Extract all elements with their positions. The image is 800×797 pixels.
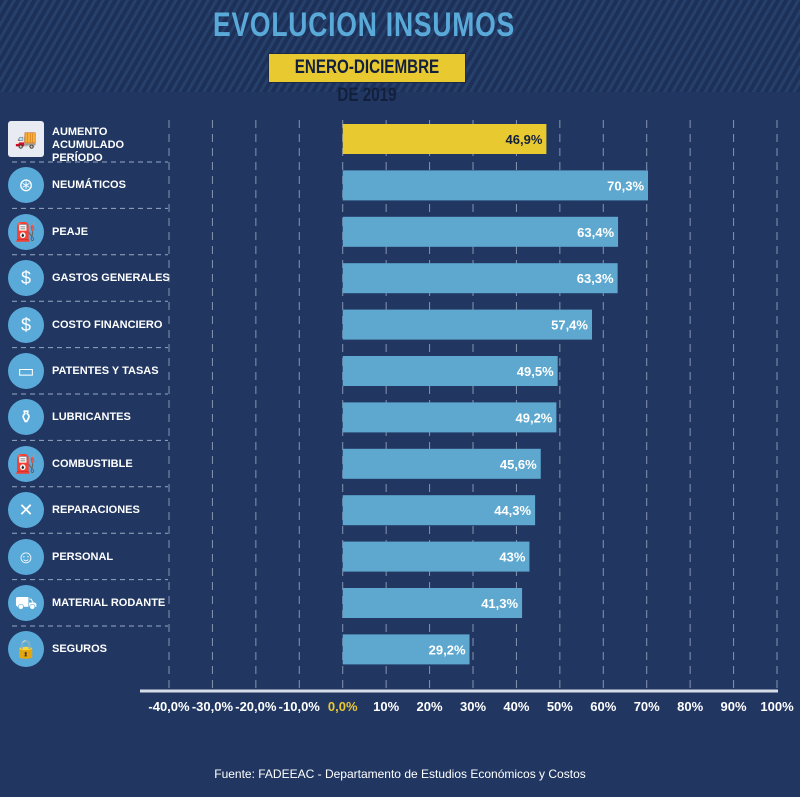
- x-tick-label: 30%: [460, 699, 486, 714]
- chart-subtitle: ENERO-DICIEMBRE DE 2019: [268, 53, 466, 106]
- data-label: 49,2%: [516, 410, 553, 425]
- category-label: NEUMÁTICOS: [52, 179, 126, 192]
- chart-title: EVOLUCION INSUMOS: [212, 6, 516, 44]
- category-label: PEAJE: [52, 225, 89, 238]
- category-label: GASTOS GENERALES: [52, 272, 170, 285]
- category-label: REPARACIONES: [52, 504, 140, 517]
- category-label: SEGUROS: [52, 643, 108, 656]
- money-bag-icon: $: [8, 306, 44, 343]
- source-note: Fuente: FADEEAC - Departamento de Estudi…: [214, 767, 586, 781]
- bar: [342, 448, 541, 479]
- category-label: MATERIAL RODANTE: [52, 597, 166, 609]
- fuel-pump-icon: ⛽: [8, 445, 44, 482]
- data-label: 63,4%: [577, 225, 614, 240]
- data-label: 63,3%: [577, 271, 614, 286]
- x-tick-label: 80%: [677, 699, 703, 714]
- x-tick-label: -20,0%: [235, 699, 277, 714]
- lock-icon: 🔒: [8, 631, 44, 668]
- data-label: 46,9%: [506, 132, 543, 147]
- x-tick-label: 0,0%: [328, 699, 358, 714]
- x-tick-label: 70%: [634, 699, 660, 714]
- category-label: LUBRICANTES: [52, 411, 131, 424]
- category-label: COMBUSTIBLE: [52, 457, 133, 470]
- bar: [342, 495, 536, 526]
- x-tick-label: -30,0%: [192, 699, 234, 714]
- bar: [342, 402, 557, 433]
- person-icon: ☺: [8, 538, 44, 575]
- x-tick-label: 40%: [503, 699, 529, 714]
- x-tick-label: 50%: [547, 699, 573, 714]
- category-label: COSTO FINANCIERO: [52, 318, 163, 331]
- data-label: 29,2%: [429, 642, 466, 657]
- tools-icon: ✕: [8, 492, 44, 529]
- truck-side-icon: ⛟: [8, 585, 44, 621]
- license-plate-icon: ▭: [8, 353, 44, 389]
- x-tick-label: 10%: [373, 699, 399, 714]
- x-tick-label: 100%: [760, 699, 794, 714]
- bar: [342, 263, 618, 294]
- data-label: 45,6%: [500, 457, 537, 472]
- data-label: 43%: [499, 550, 525, 565]
- data-label: 44,3%: [494, 503, 531, 518]
- x-tick-label: 90%: [721, 699, 747, 714]
- category-label: PATENTES Y TASAS: [52, 365, 159, 377]
- category-label: AUMENTO ACUMULADO PERÍODO: [52, 126, 125, 164]
- truck-icon: 🚚: [8, 121, 44, 157]
- category-label: PERSONAL: [52, 550, 114, 563]
- x-tick-label: -10,0%: [279, 699, 321, 714]
- x-tick-label: 60%: [590, 699, 616, 714]
- oil-can-icon: ⚱: [8, 399, 44, 436]
- bar: [342, 170, 649, 201]
- receipt-icon: $: [8, 260, 44, 297]
- x-tick-label: 20%: [417, 699, 443, 714]
- toll-icon: ⛽: [8, 213, 44, 250]
- bar: [342, 356, 558, 386]
- x-tick-label: -40,0%: [148, 699, 190, 714]
- data-label: 57,4%: [551, 318, 588, 333]
- bar: [342, 588, 523, 618]
- bar: [342, 309, 592, 340]
- data-label: 49,5%: [517, 364, 554, 379]
- tire-icon: ⊛: [8, 167, 44, 204]
- bar: [342, 541, 530, 572]
- bar: [342, 124, 547, 154]
- data-label: 41,3%: [481, 596, 518, 611]
- bar: [342, 216, 619, 247]
- bar: [342, 634, 470, 665]
- data-label: 70,3%: [607, 178, 644, 193]
